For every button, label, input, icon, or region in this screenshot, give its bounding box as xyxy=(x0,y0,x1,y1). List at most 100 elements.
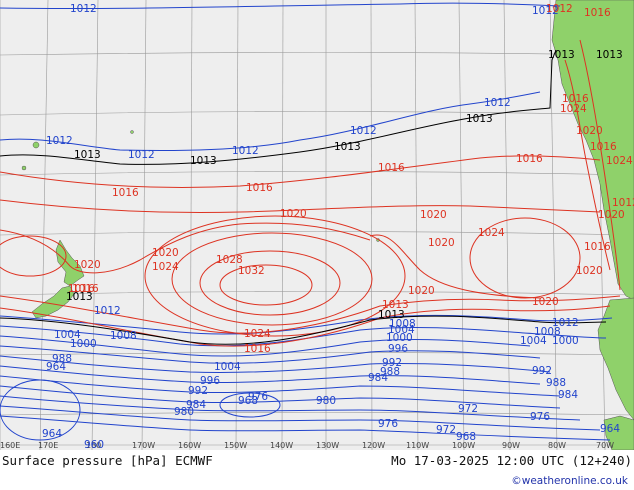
low-isobar-labels: 1012 1012 1012 1012 1012 1012 1012 1012 … xyxy=(42,3,620,450)
isobar-label: 1020 xyxy=(408,285,435,297)
isobar-label: 1013 xyxy=(334,141,361,153)
isobar-label: 968 xyxy=(238,395,258,407)
isobar-label: 1020 xyxy=(280,208,307,220)
lon-label: 140W xyxy=(270,441,293,450)
isobar-label: 1013 xyxy=(466,113,493,125)
isobar-label: 1012 xyxy=(532,5,559,17)
isobar-label: 960 xyxy=(84,439,104,450)
isobar-label: 1012 xyxy=(484,97,511,109)
isobar-label: 988 xyxy=(546,377,566,389)
isobar-label: 1012 xyxy=(232,145,259,157)
isobar-label: 1000 xyxy=(386,332,413,344)
lon-label: 110W xyxy=(406,441,429,450)
isobar-label: 992 xyxy=(532,365,552,377)
high-isobar-labels: 1016 1016 1016 1016 1016 1016 1020 1020 … xyxy=(68,3,634,355)
lon-label: 100W xyxy=(452,441,475,450)
isobar-label: 1013 xyxy=(190,155,217,167)
isobar-label: 1004 xyxy=(54,329,81,341)
lon-label: 70W xyxy=(596,441,614,450)
valid-time: Mo 17-03-2025 12:00 UTC (12+240) xyxy=(391,453,632,468)
low-pressure-isobars xyxy=(0,2,613,441)
isobar-label: 1013 xyxy=(378,309,405,321)
new-zealand-south-island xyxy=(31,285,75,319)
isobar-label: 1013 xyxy=(548,49,575,61)
isobar-label: 1020 xyxy=(152,247,179,259)
isobar-label: 984 xyxy=(558,389,578,401)
land-masses xyxy=(21,0,634,450)
isobar-label: 1004 xyxy=(214,361,241,373)
lon-label: 120W xyxy=(362,441,385,450)
lon-label: 150W xyxy=(224,441,247,450)
lon-label: 180 xyxy=(86,441,101,450)
isobar-label: 1008 xyxy=(534,326,561,338)
isobar-label: 984 xyxy=(368,372,388,384)
lon-label: 160W xyxy=(178,441,201,450)
south-america-north xyxy=(551,0,634,301)
map-title: Surface pressure [hPa] ECMWF xyxy=(2,453,213,468)
isobar-label: 1020 xyxy=(532,296,559,308)
high-pressure-isobars xyxy=(0,39,621,347)
isobar-label: 1020 xyxy=(74,259,101,271)
isobar-label: 996 xyxy=(388,343,408,355)
isobar-label: 964 xyxy=(42,428,62,440)
isobar-label: 1012 xyxy=(70,3,97,15)
isobar-label: 1020 xyxy=(598,209,625,221)
isobar-label: 1000 xyxy=(552,335,579,347)
isobar-label: 1016 xyxy=(562,93,589,105)
isobar-label: 1004 xyxy=(388,324,415,336)
reference-isobar-1013 xyxy=(0,49,607,345)
isobar-label: 1024 xyxy=(478,227,505,239)
isobar-label: 1020 xyxy=(576,265,603,277)
isobar-label: 1013 xyxy=(596,49,623,61)
lon-label: 80W xyxy=(548,441,566,450)
isobar-label: 1024 xyxy=(152,261,179,273)
site-credit-link[interactable]: ©weatheronline.co.uk xyxy=(511,475,628,487)
isobar-label: 1012 xyxy=(46,135,73,147)
isobar-label: 1032 xyxy=(238,265,265,277)
isobar-label: 1000 xyxy=(70,338,97,350)
isobar-label: 1016 xyxy=(584,7,611,19)
tierra-del-fuego xyxy=(603,415,634,450)
isobar-label: 1012 xyxy=(546,3,573,15)
lon-label: 160E xyxy=(0,441,20,450)
isobar-label: 1016 xyxy=(246,182,273,194)
lon-label: 170E xyxy=(38,441,58,450)
isobar-label: 1012 xyxy=(552,317,579,329)
ocean-background xyxy=(0,0,634,450)
isobar-label: 1020 xyxy=(576,125,603,137)
isobar-label: 1024 xyxy=(244,328,271,340)
longitude-labels: 160E 170E 180 170W 160W 150W 140W 130W 1… xyxy=(0,441,614,450)
isobar-label: 1024 xyxy=(606,155,633,167)
lon-label: 90W xyxy=(502,441,520,450)
lon-label: 130W xyxy=(316,441,339,450)
isobar-label: 1024 xyxy=(560,103,587,115)
isobar-label: 992 xyxy=(188,385,208,397)
isobar-label: 1016 xyxy=(516,153,543,165)
isobar-label: 980 xyxy=(316,395,336,407)
isobar-label: 972 xyxy=(436,424,456,436)
map-footer: Surface pressure [hPa] ECMWF Mo 17-03-20… xyxy=(0,450,634,490)
isobar-label: 1012 xyxy=(350,125,377,137)
isobar-label: 1012 xyxy=(94,305,121,317)
isobar-label: 988 xyxy=(380,366,400,378)
reference-isobar-labels: 1013 1013 1013 1013 1013 1013 1013 1013 xyxy=(66,49,623,321)
isobar-label: 1020 xyxy=(428,237,455,249)
isobar-label: 984 xyxy=(186,399,206,411)
isobar-label: 1020 xyxy=(420,209,447,221)
isobar-label: 1016 xyxy=(68,283,95,295)
isobar-label: 1013 xyxy=(382,299,409,311)
isobar-label: 972 xyxy=(458,403,478,415)
south-america-south xyxy=(597,297,634,421)
isobar-label: 964 xyxy=(600,423,620,435)
isobar-label: 968 xyxy=(456,431,476,443)
isobar-label: 1012 xyxy=(128,149,155,161)
isobar-label: 1016 xyxy=(72,283,99,295)
isobar-label: 980 xyxy=(174,406,194,418)
isobar-label: 1013 xyxy=(74,149,101,161)
isobar-label: 1012 xyxy=(612,197,634,209)
isobar-label: 1008 xyxy=(389,318,416,330)
isobar-label: 976 xyxy=(248,391,268,403)
isobar-label: 992 xyxy=(382,357,402,369)
lon-label: 170W xyxy=(132,441,155,450)
